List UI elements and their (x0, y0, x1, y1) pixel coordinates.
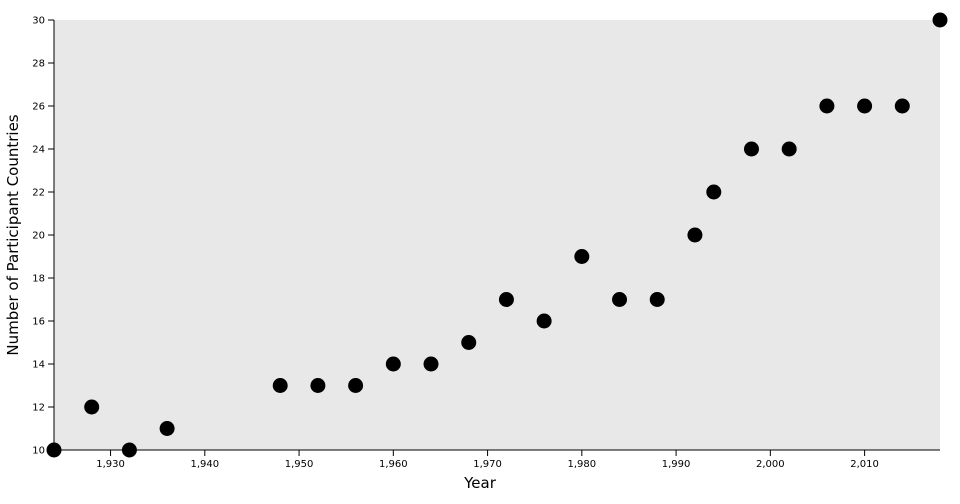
y-tick-label: 18 (32, 274, 45, 285)
data-point (819, 98, 835, 114)
x-tick-label: 2,000 (756, 459, 785, 470)
data-points (46, 12, 948, 458)
data-point (461, 335, 477, 350)
y-tick-label: 30 (32, 16, 45, 27)
data-point (743, 141, 759, 157)
x-tick-label: 1,930 (96, 459, 125, 470)
data-point (781, 141, 797, 157)
y-tick-label: 16 (32, 317, 45, 328)
x-tick-label: 1,960 (379, 459, 408, 470)
data-point (649, 292, 665, 307)
data-point (385, 356, 401, 372)
data-point (498, 292, 514, 307)
y-tick-label: 10 (32, 446, 45, 457)
axes: 1,930 1,940 1,950 1,960 1,970 1,980 1,990 2,000… (32, 16, 940, 470)
y-tick-label: 28 (32, 59, 45, 70)
data-point (272, 378, 288, 393)
x-tick-label: 1,940 (190, 459, 219, 470)
x-tick-label: 1,980 (568, 459, 597, 470)
plot-background (54, 20, 940, 450)
data-point (84, 399, 100, 415)
data-point (687, 227, 703, 243)
data-point (706, 184, 722, 200)
data-point (857, 98, 873, 114)
data-point (310, 378, 326, 393)
x-tick-label: 1,990 (662, 459, 691, 470)
y-tick-label: 26 (32, 102, 45, 113)
y-tick-label: 14 (32, 360, 45, 371)
y-axis-label: Number of Participant Countries (4, 114, 22, 355)
data-point (423, 356, 439, 372)
y-tick-label: 20 (32, 231, 45, 242)
data-point (932, 12, 948, 28)
data-point (894, 98, 910, 114)
y-tick-label: 24 (32, 145, 45, 156)
data-point (159, 421, 175, 436)
y-tick-label: 12 (32, 403, 45, 414)
data-point (574, 249, 590, 264)
x-tick-label: 1,970 (473, 459, 502, 470)
x-tick-label: 1,950 (285, 459, 314, 470)
y-tick-label: 22 (32, 188, 45, 199)
data-point (612, 292, 628, 307)
data-point (536, 313, 552, 329)
data-point (46, 442, 62, 458)
data-point (348, 378, 364, 393)
data-point (121, 442, 137, 458)
x-tick-label: 2,010 (850, 459, 879, 470)
x-axis-label: Year (463, 474, 497, 492)
